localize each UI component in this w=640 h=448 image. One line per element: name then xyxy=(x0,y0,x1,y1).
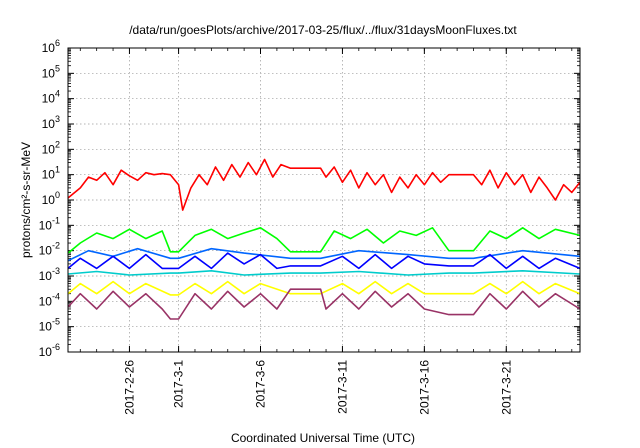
x-tick-labels: 2017-2-26 2017-3-1 2017-3-6 2017-3-11 2017-3… xyxy=(122,360,513,415)
y-tick-label: 10-4 xyxy=(39,291,60,308)
y-tick-label: 10-2 xyxy=(39,241,60,258)
series-line xyxy=(67,269,581,276)
y-tick-label: 10-1 xyxy=(39,215,60,232)
series-line xyxy=(67,252,581,270)
y-tick-label: 103 xyxy=(42,114,60,131)
x-tick-label: 2017-2-26 xyxy=(122,360,136,415)
y-tick-labels: 10-6 10-5 10-4 10-3 10-2 10-1 100 101 102 103 104 1… xyxy=(39,38,60,359)
plot-frame xyxy=(67,47,581,353)
series-line xyxy=(67,280,581,296)
y-tick-label: 105 xyxy=(42,63,60,80)
y-tick-label: 106 xyxy=(42,38,60,55)
x-tick-label: 2017-3-6 xyxy=(254,360,268,408)
chart-title: /data/run/goesPlots/archive/2017-03-25/f… xyxy=(129,23,517,37)
y-tick-label: 101 xyxy=(42,165,60,182)
x-tick-label: 2017-3-21 xyxy=(499,360,513,415)
y-tick-label: 10-3 xyxy=(39,266,60,283)
x-tick-label: 2017-3-11 xyxy=(335,360,349,414)
x-tick-label: 2017-3-16 xyxy=(417,360,431,415)
series-line xyxy=(67,227,581,254)
series-line xyxy=(67,288,581,320)
series-line xyxy=(67,247,581,262)
y-tick-label: 100 xyxy=(42,190,60,207)
y-tick-label: 10-5 xyxy=(39,317,60,334)
y-tick-label: 102 xyxy=(42,139,60,156)
series-lines xyxy=(67,158,581,320)
y-tick-label: 104 xyxy=(42,89,60,106)
series-line xyxy=(67,158,581,211)
x-axis-label: Coordinated Universal Time (UTC) xyxy=(231,431,415,445)
x-tick-label: 2017-3-1 xyxy=(172,360,186,408)
y-axis-label: protons/cm²-s-sr-MeV xyxy=(19,142,33,258)
y-tick-label: 10-6 xyxy=(39,342,60,359)
